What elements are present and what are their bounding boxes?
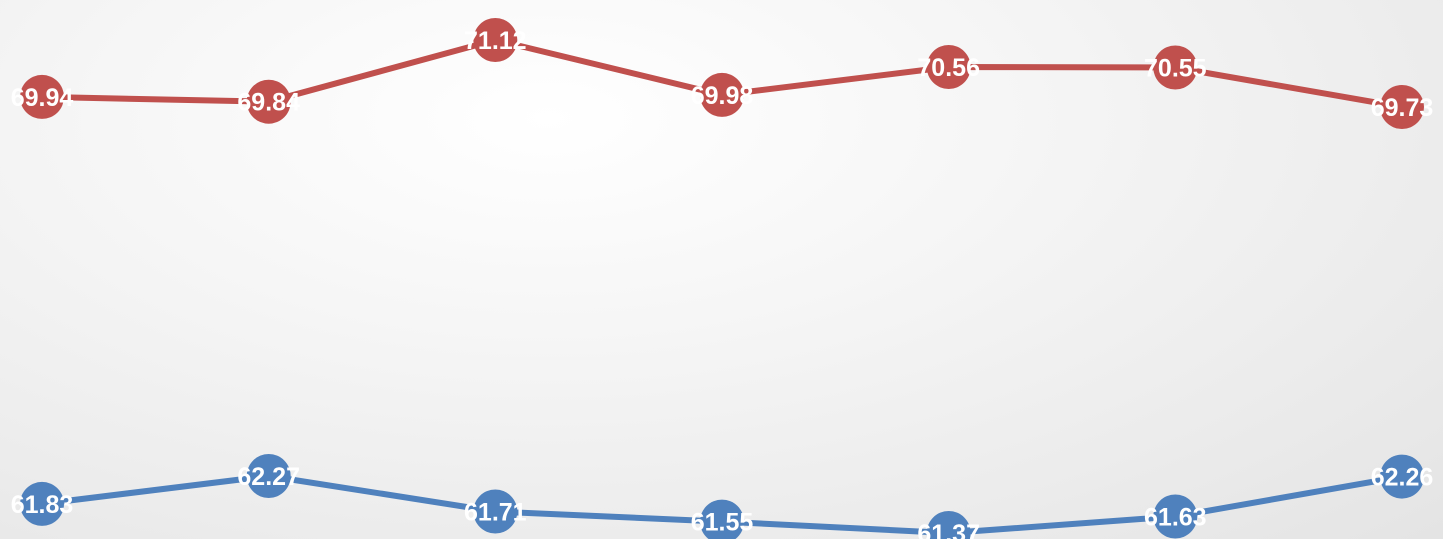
series-2-data-label: 61.37	[917, 520, 980, 539]
series-markers	[20, 18, 1424, 539]
series-1-point	[20, 74, 64, 119]
series-2-data-label: 61.55	[691, 509, 754, 537]
series-1-point	[246, 79, 291, 124]
series-1-data-label: 69.84	[237, 89, 300, 117]
series-1-point	[1153, 45, 1198, 90]
series-2-point	[473, 489, 518, 534]
series-2-point	[926, 511, 971, 539]
series-2-data-label: 62.27	[237, 463, 300, 491]
series-2-data-label: 62.26	[1371, 464, 1434, 492]
series-1-data-label: 69.98	[691, 82, 754, 110]
series-1-data-label: 70.55	[1144, 55, 1207, 83]
series-2-point	[1380, 454, 1424, 499]
series-1-data-label: 70.56	[917, 54, 980, 82]
series-2-point	[20, 481, 64, 526]
series-2-data-label: 61.63	[1144, 504, 1207, 532]
series-1-point	[473, 18, 518, 62]
series-1-data-label: 69.94	[11, 84, 74, 112]
series-2-point	[1153, 494, 1198, 539]
series-2-point	[246, 454, 291, 498]
series-2-data-label: 61.83	[11, 491, 74, 519]
series-1-data-label: 69.73	[1371, 94, 1434, 122]
series-1-point	[926, 45, 971, 89]
series-2-data-label: 61.71	[464, 499, 527, 527]
data-labels: 69.94 69.84 71.12 69.98 70.56 70.55 69.73 61.83…	[11, 27, 1434, 539]
series-1-point	[1380, 85, 1424, 129]
series-1-data-label: 71.12	[464, 27, 527, 55]
series-2-point	[700, 499, 744, 539]
series-1-point	[700, 72, 744, 117]
